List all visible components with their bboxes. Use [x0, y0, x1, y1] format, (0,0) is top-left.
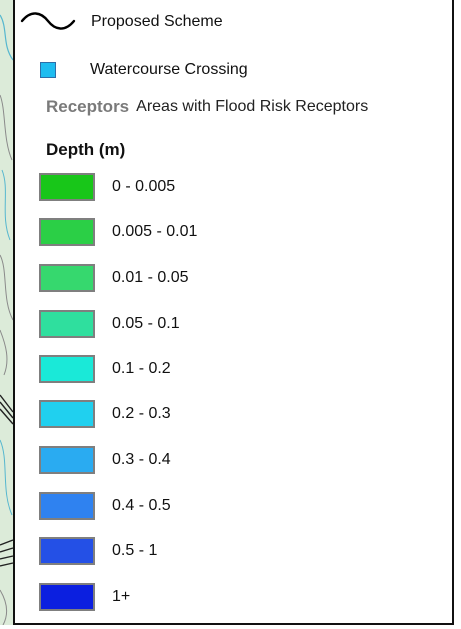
- legend-label-receptors: Areas with Flood Risk Receptors: [136, 98, 369, 115]
- depth-class: 0.005 - 0.01: [39, 218, 197, 246]
- depth-class: 0.5 - 1: [39, 537, 157, 565]
- page-margin-right: [454, 0, 461, 629]
- depth-class: 0.01 - 0.05: [39, 264, 189, 292]
- depth-label: 1+: [112, 588, 131, 605]
- depth-swatch: [39, 173, 95, 201]
- depth-swatch: [39, 583, 95, 611]
- depth-class: 0.4 - 0.5: [39, 492, 171, 520]
- receptors-symbol-text: Receptors: [46, 97, 130, 116]
- legend-label-watercourse-crossing: Watercourse Crossing: [90, 61, 248, 78]
- map-fragment: [0, 0, 14, 629]
- legend-label-proposed-scheme: Proposed Scheme: [91, 13, 223, 30]
- depth-class: 0.2 - 0.3: [39, 400, 171, 428]
- depth-swatch: [39, 446, 95, 474]
- wavy-line-icon: [20, 12, 76, 30]
- legend-item-receptors: Receptors Areas with Flood Risk Receptor…: [46, 95, 368, 119]
- depth-swatch: [39, 264, 95, 292]
- depth-label: 0.05 - 0.1: [112, 315, 180, 332]
- depth-class: 0.3 - 0.4: [39, 446, 171, 474]
- depth-label: 0.005 - 0.01: [112, 223, 198, 240]
- depth-swatch: [39, 355, 95, 383]
- depth-label: 0.1 - 0.2: [112, 360, 171, 377]
- depth-label: 0.01 - 0.05: [112, 269, 189, 286]
- depth-swatch: [39, 218, 95, 246]
- depth-swatch: [39, 310, 95, 338]
- depth-label: 0 - 0.005: [112, 178, 176, 195]
- legend-item-watercourse-crossing: Watercourse Crossing: [40, 58, 248, 82]
- square-icon: [40, 62, 56, 78]
- depth-label: 0.3 - 0.4: [112, 451, 171, 468]
- depth-swatch: [39, 400, 95, 428]
- depth-label: 0.5 - 1: [112, 542, 158, 559]
- depth-legend-title: Depth (m): [46, 140, 126, 159]
- depth-swatch: [39, 492, 95, 520]
- depth-label: 0.4 - 0.5: [112, 497, 171, 514]
- legend-item-proposed-scheme: Proposed Scheme: [19, 8, 223, 36]
- depth-label: 0.2 - 0.3: [112, 405, 171, 422]
- page-margin-bottom: [0, 625, 461, 629]
- depth-swatch: [39, 537, 95, 565]
- depth-class: 0.05 - 0.1: [39, 310, 180, 338]
- depth-class: 0 - 0.005: [39, 173, 175, 201]
- depth-class: 1+: [39, 583, 130, 611]
- depth-class: 0.1 - 0.2: [39, 355, 171, 383]
